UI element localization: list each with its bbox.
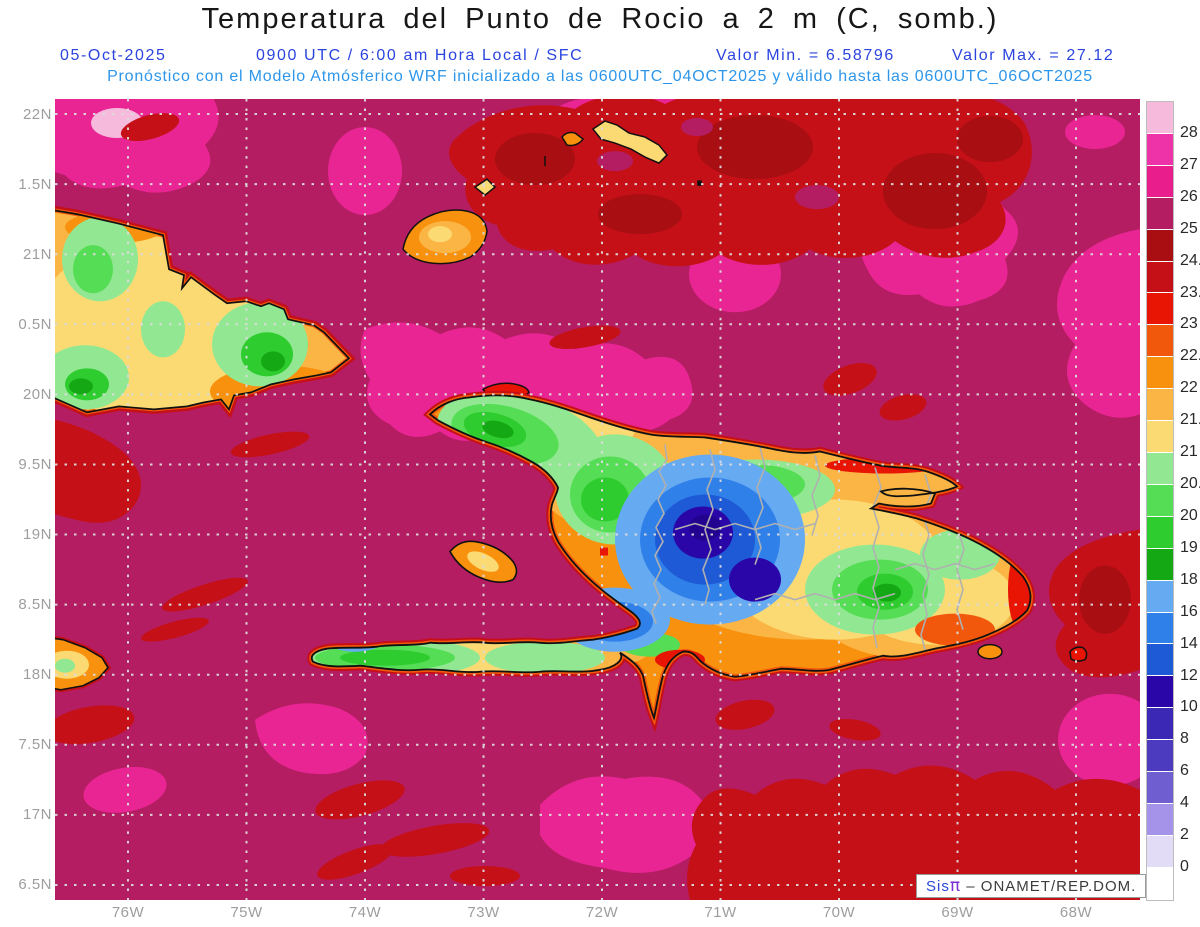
mona-island (1069, 646, 1088, 662)
sispi-logo: Sis (926, 878, 950, 895)
colorbar-tick-6: 6 (1180, 762, 1189, 780)
colorbar-segment-0 (1147, 835, 1173, 868)
lat-label-22N: 22N (22, 106, 52, 123)
lat-label-17N: 17N (22, 806, 52, 823)
lat-label-20N: 20N (22, 386, 52, 403)
lon-label-72W: 72W (585, 904, 619, 921)
colorbar-tick-19: 19 (1180, 538, 1198, 556)
lat-label-7.5N: 7.5N (18, 736, 52, 753)
colorbar-tick-4: 4 (1180, 794, 1189, 812)
colorbar-tick-20.5: 20.5 (1180, 475, 1200, 493)
colorbar-segment-6 (1147, 740, 1173, 773)
lat-label-6.5N: 6.5N (18, 876, 52, 893)
colorbar-tick-0: 0 (1180, 858, 1189, 876)
colorbar-tick-26: 26 (1180, 187, 1198, 205)
colorbar-tick-18: 18 (1180, 570, 1198, 588)
colorbar-tick-14: 14 (1180, 634, 1198, 652)
lat-label-18N: 18N (22, 666, 52, 683)
lon-label-68W: 68W (1059, 904, 1093, 921)
colorbar-segment-16 (1147, 580, 1173, 613)
colorbar-segment-2 (1147, 803, 1173, 836)
colorbar-segment-10 (1147, 676, 1173, 709)
colorbar-tick-23.5: 23.5 (1180, 283, 1200, 301)
lon-label-71W: 71W (704, 904, 737, 921)
colorbar-tick-21: 21 (1180, 443, 1198, 461)
colorbar-tick-2: 2 (1180, 826, 1189, 844)
colorbar-segment-21.5 (1147, 389, 1173, 422)
lat-label-1.5N: 1.5N (18, 176, 52, 193)
jamaica-landmass (55, 636, 112, 693)
pi-symbol: π (949, 876, 962, 896)
colorbar-tick-24.5: 24.5 (1180, 251, 1200, 269)
colorbar-segment-12 (1147, 644, 1173, 677)
colorbar-tick-8: 8 (1180, 730, 1189, 748)
colorbar-tick-22.5: 22.5 (1180, 347, 1200, 365)
gonave-island (449, 540, 518, 583)
lon-label-75W: 75W (230, 904, 263, 921)
colorbar-tick-28: 28 (1180, 123, 1198, 141)
jamaica-coastline (55, 637, 109, 691)
attribution-text: – ONAMET/REP.DOM. (966, 878, 1137, 895)
colorbar-tick-22: 22 (1180, 379, 1198, 397)
cuba-coastline (55, 209, 351, 414)
colorbar-tick-12: 12 (1180, 666, 1198, 684)
colorbar-segment-26 (1147, 165, 1173, 198)
colorbar-segment-18 (1147, 548, 1173, 581)
caicos-hook-island (561, 131, 585, 147)
colorbar-tick-25: 25 (1180, 219, 1198, 237)
colorbar-segment-28 (1147, 102, 1173, 134)
colorbar-segment-below-0 (1147, 867, 1173, 900)
colorbar-tick-16: 16 (1180, 602, 1198, 620)
colorbar-tick-23: 23 (1180, 315, 1198, 333)
tiny-islet (697, 180, 702, 186)
lat-label-19N: 19N (22, 526, 52, 543)
graticule (55, 99, 1140, 900)
forecast-date: 05-Oct-2025 (60, 47, 167, 64)
colorbar-tick-10: 10 (1180, 698, 1198, 716)
lon-label-76W: 76W (111, 904, 145, 921)
lon-label-73W: 73W (467, 904, 500, 921)
attribution-box: Sisπ – ONAMET/REP.DOM. (916, 874, 1147, 898)
colorbar-segment-8 (1147, 708, 1173, 741)
page-title: Temperatura del Punto de Rocio a 2 m (C,… (201, 3, 999, 35)
colorbar-segment-14 (1147, 612, 1173, 645)
lat-label-21N: 21N (22, 246, 52, 263)
lon-label-74W: 74W (348, 904, 382, 921)
colorbar-tick-21.5: 21.5 (1180, 411, 1200, 429)
colorbar-segment-22.5 (1147, 325, 1173, 358)
little-inagua-island (473, 178, 497, 197)
ocean-dry-red-patches (55, 99, 1140, 900)
ocean-warm-patches (55, 99, 1140, 873)
model-run-line: Pronóstico con el Modelo Atmósferico WRF… (107, 68, 1093, 85)
saona-island (977, 643, 1003, 660)
lon-label-69W: 69W (941, 904, 974, 921)
valor-min: Valor Min. = 6.58796 (716, 47, 895, 64)
colorbar-segment-19 (1147, 516, 1173, 549)
colorbar-segment-22 (1147, 357, 1173, 390)
lat-label-8.5N: 8.5N (18, 596, 52, 613)
valor-max: Valor Max. = 27.12 (952, 47, 1115, 64)
lat-label-0.5N: 0.5N (18, 316, 52, 333)
map-canvas (55, 99, 1140, 900)
forecast-map (55, 99, 1140, 900)
lon-label-70W: 70W (822, 904, 856, 921)
colorbar-segment-23.5 (1147, 261, 1173, 294)
colorbar-segment-4 (1147, 772, 1173, 804)
hispaniola-landmass (290, 374, 1035, 718)
lat-label-9.5N: 9.5N (18, 456, 52, 473)
colorbar-segment-25 (1147, 197, 1173, 230)
great-inagua-core2 (428, 226, 452, 243)
colorbar-segment-27 (1147, 133, 1173, 166)
colorbar-segment-20 (1147, 484, 1173, 517)
colorbar-segment-23 (1147, 293, 1173, 326)
colorbar-segment-20.5 (1147, 452, 1173, 485)
colorbar-tick-20: 20 (1180, 506, 1198, 524)
colorbar-segment-21 (1147, 421, 1173, 453)
colorbar-tick-27: 27 (1180, 155, 1198, 173)
caicos-islands (591, 120, 669, 164)
forecast-time: 0900 UTC / 6:00 am Hora Local / SFC (256, 47, 584, 64)
colorbar-segment-24.5 (1147, 229, 1173, 262)
colorbar (1146, 101, 1174, 901)
